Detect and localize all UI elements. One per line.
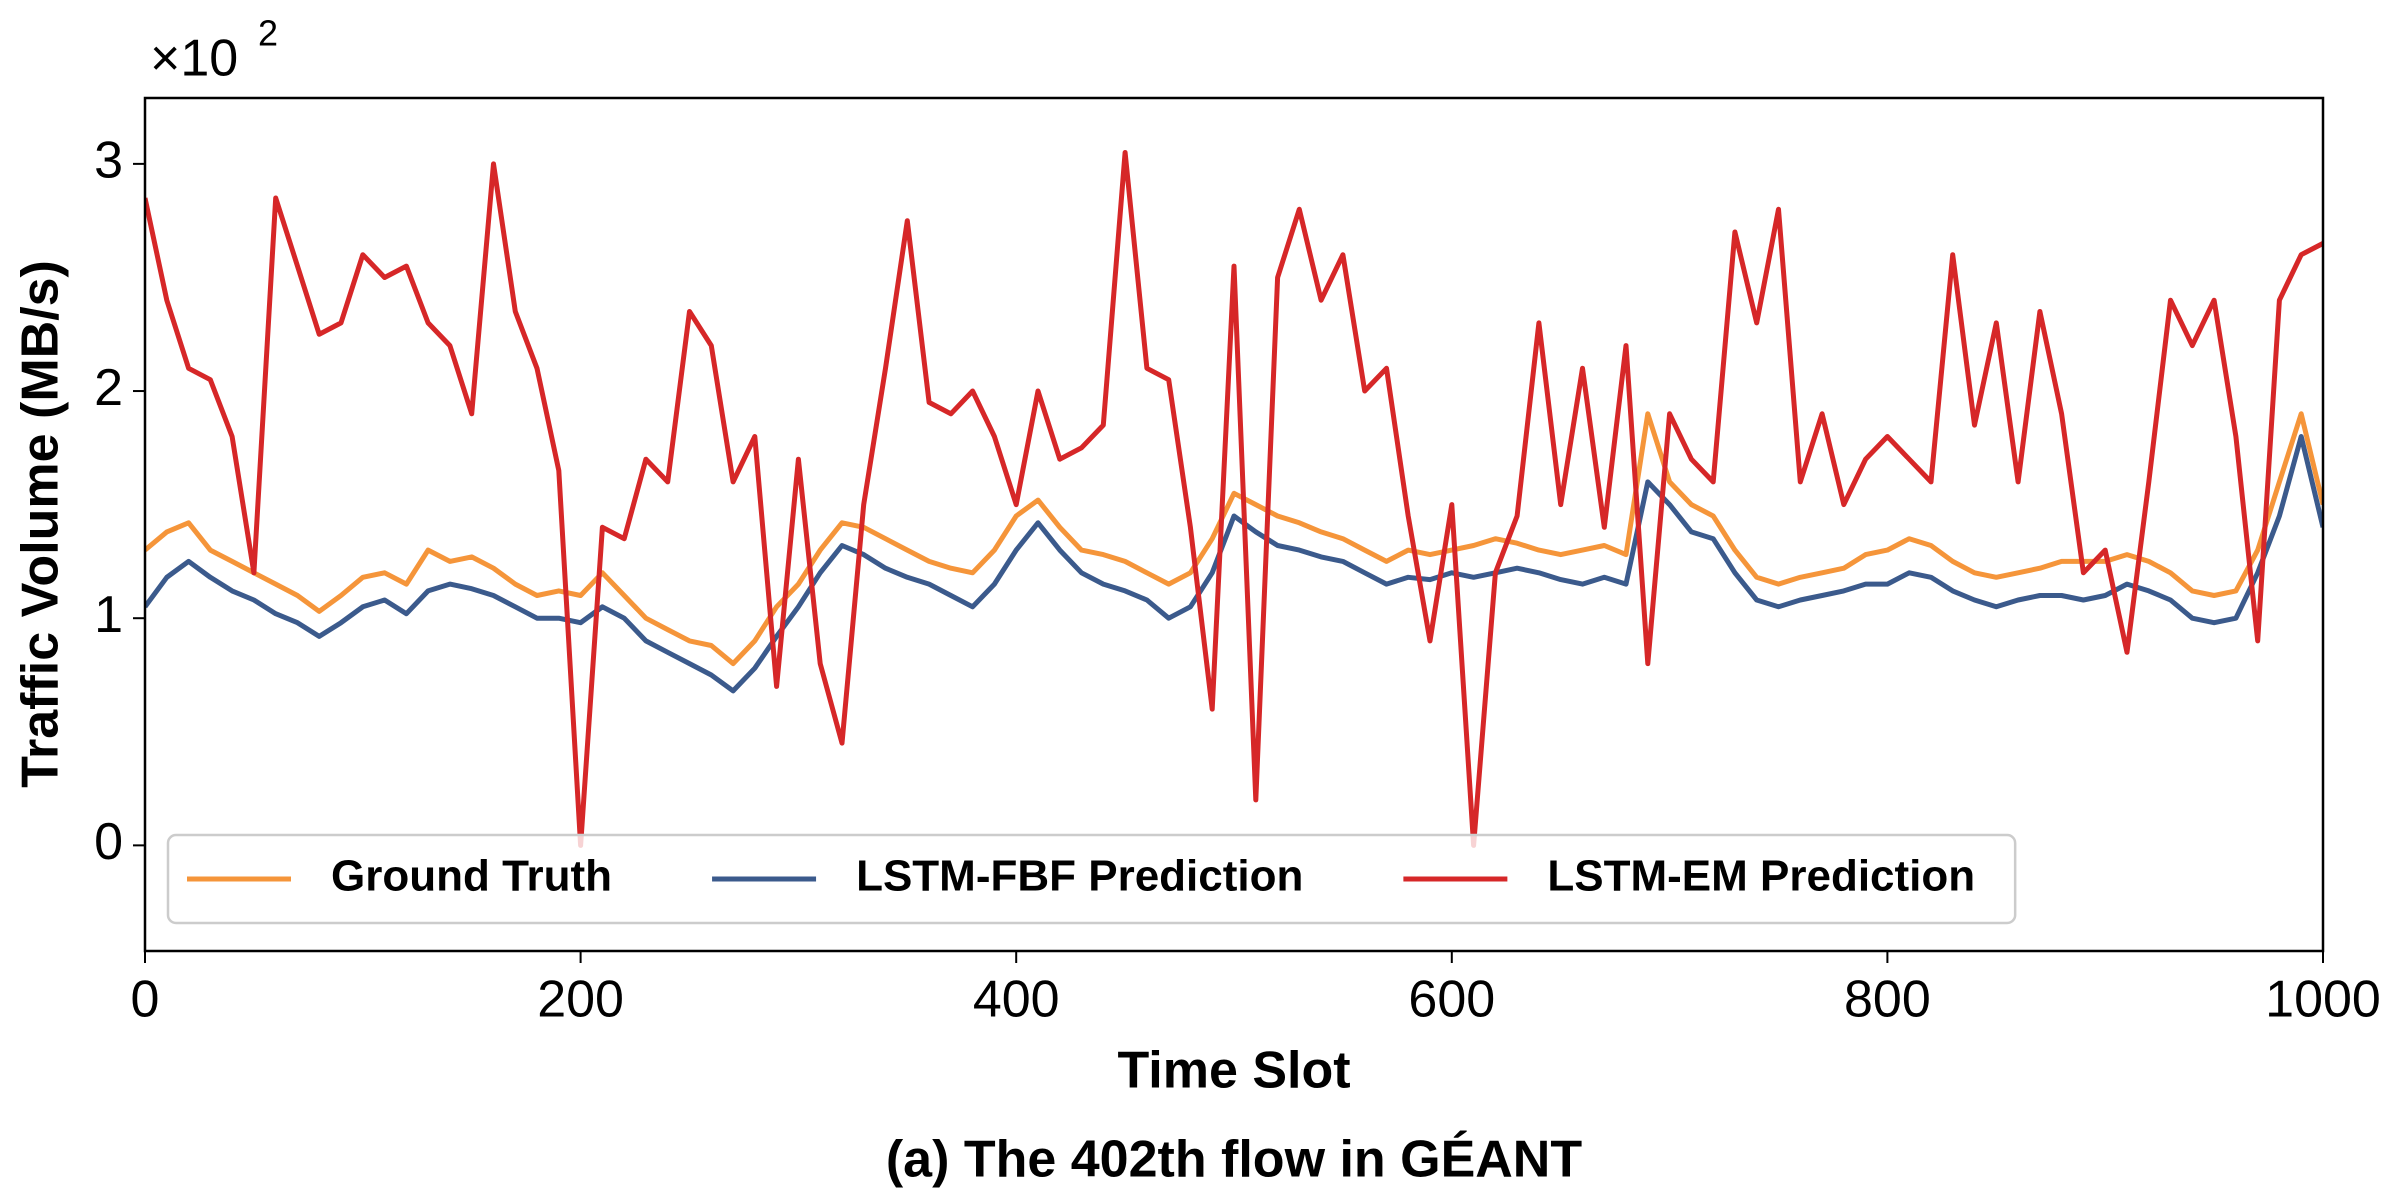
series-line [145, 434, 2323, 694]
series-line [145, 150, 2323, 848]
y-offset: ×10 [150, 30, 238, 88]
y-tick-label: 0 [94, 813, 123, 871]
caption: (a) The 402th flow in GÉANT [886, 1131, 1582, 1189]
legend: Ground Truth LSTM-FBF Prediction LSTM-EM P… [166, 833, 2017, 925]
x-tick-label: 1000 [2265, 971, 2381, 1029]
x-tick-label: 800 [1844, 971, 1931, 1029]
x-tick-label: 0 [131, 971, 160, 1029]
y-tick-label: 1 [94, 586, 123, 644]
y-offset-exponent: 2 [258, 13, 278, 54]
x-tick-label: 200 [537, 971, 624, 1029]
x-axis-label: Time Slot [1117, 1042, 1350, 1100]
legend-label: Ground Truth [331, 852, 612, 901]
legend-box [166, 833, 2017, 925]
y-tick-label: 2 [94, 359, 123, 417]
y-axis-label: Traffic Volume (MB/s) [12, 260, 70, 788]
legend-label: LSTM-EM Prediction [1547, 852, 1975, 901]
plot-frame [143, 96, 2325, 953]
x-tick-label: 600 [1408, 971, 1495, 1029]
x-tick-label: 400 [973, 971, 1060, 1029]
legend-label: LSTM-FBF Prediction [856, 852, 1303, 901]
y-tick-label: 3 [94, 132, 123, 190]
series-line [145, 411, 2323, 667]
